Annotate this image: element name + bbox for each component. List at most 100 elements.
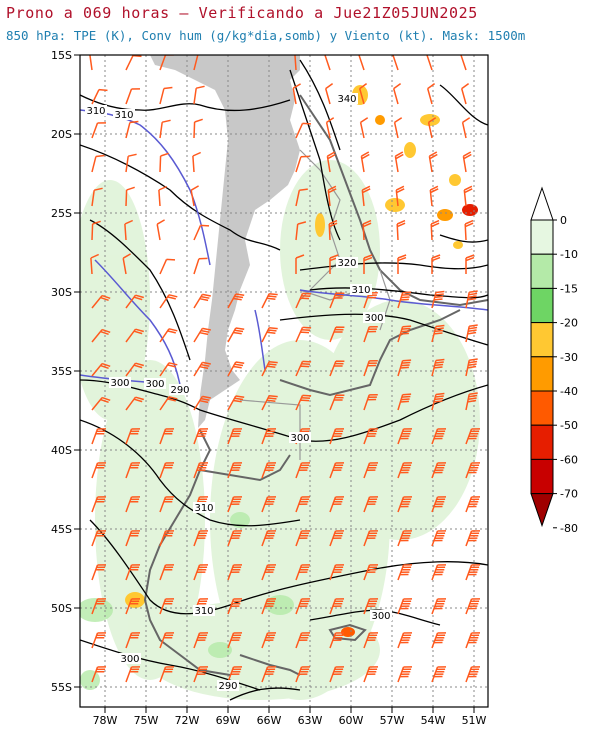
colorbar-label: -30 [560, 351, 578, 364]
lat-tick-label: 45S [51, 523, 72, 536]
convergence-shading-strong [80, 512, 294, 690]
contour-label: 300 [290, 433, 309, 444]
wind-barb [227, 666, 243, 683]
colorbar-label: -10 [560, 248, 578, 261]
colorbar-top-arrow [530, 186, 554, 221]
wind-barb [431, 530, 447, 547]
wind-barb [465, 392, 478, 411]
wind-barb [227, 564, 243, 581]
tpe-contours [80, 59, 488, 701]
wind-barb [397, 359, 412, 377]
wind-barb [261, 428, 277, 445]
wind-barb [397, 462, 413, 479]
wind-barb [465, 358, 478, 377]
colorbar-segment [530, 253, 554, 289]
wind-barb [125, 55, 142, 71]
wind-barb [431, 358, 445, 377]
contour-label: 310 [351, 285, 370, 296]
graticule [80, 55, 488, 707]
contour-label: 310 [194, 503, 213, 514]
wind-barb [358, 82, 368, 105]
wind-barb [91, 294, 111, 309]
contour-label-bg [336, 93, 358, 104]
wind-barb [261, 394, 278, 411]
wind-barb [397, 666, 413, 683]
wind-barb [397, 325, 412, 343]
wind-barb [193, 293, 211, 309]
contour-label: 300 [371, 611, 390, 622]
wind-barb [125, 120, 139, 139]
wind-barb [328, 219, 338, 241]
wind-barb [91, 122, 107, 139]
contour-label: 310 [194, 606, 213, 617]
wind-barb [124, 219, 134, 241]
wind-barb [295, 462, 311, 479]
wind-barb [125, 428, 141, 445]
wind-barb [431, 428, 447, 445]
colorbar-label: -50 [560, 419, 578, 432]
lat-tick-label: 25S [51, 207, 72, 220]
colorbar-label: -20 [560, 317, 578, 330]
wind-barb [329, 666, 345, 683]
lon-tick-label: 57W [380, 714, 405, 727]
wind-barb [295, 632, 311, 649]
colorbar-label: -80 [560, 522, 578, 535]
contour-label-bg [217, 680, 239, 691]
wind-barb [125, 496, 141, 513]
wind-barb [91, 564, 107, 581]
lat-tick-label: 30S [51, 286, 72, 299]
wind-barb [227, 598, 243, 615]
wind-barb [397, 530, 413, 547]
wind-barb [159, 496, 175, 513]
wind-barb [431, 254, 441, 274]
wind-barb [125, 462, 141, 479]
wind-barb [261, 360, 278, 377]
colorbar-label: -60 [560, 453, 578, 466]
wind-barb [397, 496, 413, 513]
wind-barb [329, 394, 345, 411]
wind-barb [363, 359, 378, 377]
wind-barb [426, 55, 433, 71]
wind-barb [363, 632, 379, 649]
wind-barb [362, 219, 372, 241]
lon-tick-label: 72W [175, 714, 200, 727]
convergence-shading-orange [125, 85, 478, 637]
contour-label: 300 [110, 378, 129, 389]
wind-barb [91, 428, 107, 445]
wind-barb [193, 428, 209, 445]
wind-barb [465, 428, 481, 445]
wind-barb [159, 530, 175, 547]
wind-barb [159, 258, 176, 275]
wind-barb [227, 428, 243, 445]
wind-barb [261, 530, 277, 547]
colorbar-label: -70 [560, 488, 578, 501]
lat-tick-label: 50S [51, 602, 72, 615]
wind-barb [462, 151, 472, 173]
wind-barb [159, 86, 173, 105]
wind-barb [392, 55, 399, 71]
wind-barb [261, 598, 277, 615]
wind-barb [397, 564, 413, 581]
wind-barb [360, 151, 370, 173]
contour-label-bg [113, 109, 135, 120]
wind-barb [159, 328, 178, 343]
wind-barb [363, 428, 379, 445]
wind-barb [159, 598, 175, 615]
wind-barb [295, 221, 307, 241]
plot-frame [79, 54, 489, 708]
wind-barb [193, 564, 209, 581]
wind-barb [431, 324, 445, 343]
wind-barb [227, 496, 243, 513]
contour-label: 300 [364, 313, 383, 324]
wind-barb [363, 530, 379, 547]
wind-barb [429, 185, 439, 207]
wind-barb [295, 598, 311, 615]
wind-barb [91, 88, 108, 105]
wind-barb [91, 362, 111, 377]
wind-barb [325, 117, 335, 139]
lon-tick-label: 75W [134, 714, 159, 727]
wind-barb [125, 328, 145, 343]
wind-barb [363, 291, 378, 309]
wind-barb [465, 598, 481, 615]
wind-barb [361, 185, 371, 207]
